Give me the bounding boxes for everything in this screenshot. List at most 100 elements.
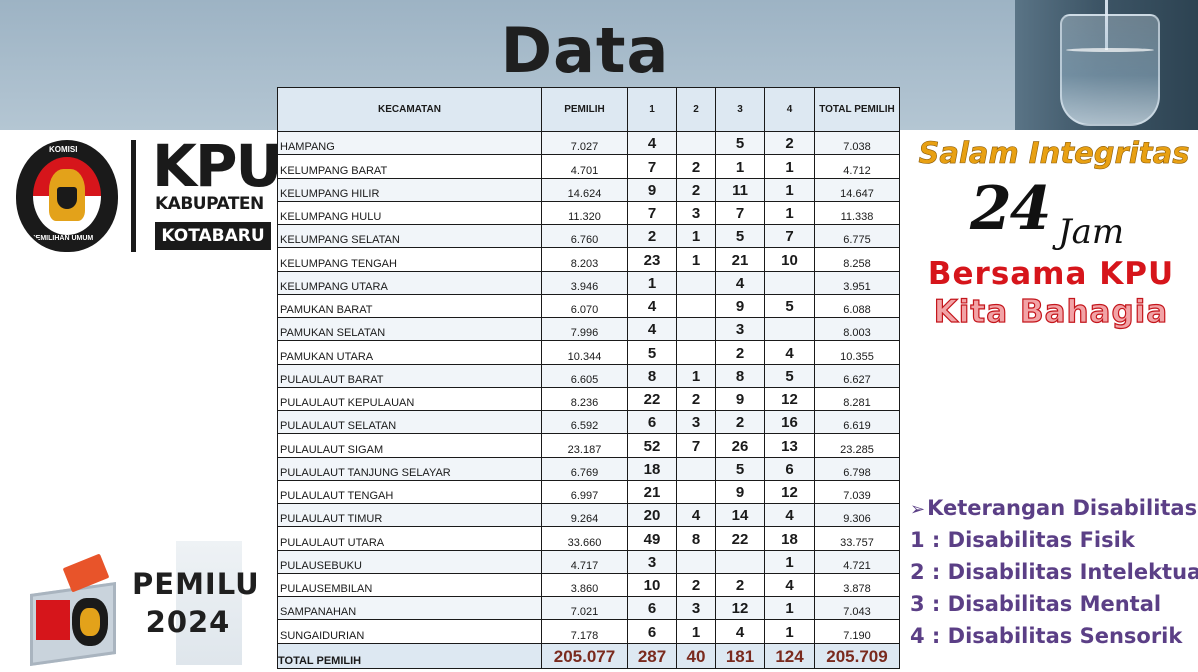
cell-col-4: 16 [764, 409, 815, 435]
disability-legend: ➢Keterangan Disabilitas 1 : Disabilitas … [910, 492, 1198, 652]
table-row: PULAULAUT SELATAN 6.592 6 3 2 16 6.619 [277, 409, 900, 435]
legend-item: 3 : Disabilitas Mental [910, 592, 1162, 616]
cell-pemilih: 33.660 [541, 526, 628, 551]
cell-kecamatan: PULAULAUT SELATAN [277, 409, 542, 435]
cell-col-1: 3 [627, 549, 677, 574]
cell-col-4: 5 [764, 363, 815, 388]
cell-kecamatan: KELUMPANG HULU [277, 200, 542, 226]
cell-col-1: 7 [627, 200, 677, 226]
slogan-bersama-kpu: Bersama KPU [927, 256, 1175, 292]
cell-col-1: 20 [627, 502, 677, 528]
cell-col-3: 26 [715, 433, 765, 458]
cell-kecamatan: KELUMPANG UTARA [277, 270, 542, 295]
cell-kecamatan: HAMPANG [277, 130, 542, 156]
cell-pemilih: 3.860 [541, 572, 628, 598]
emblem-ring-bottom-text: PEMILIHAN UMUM [31, 235, 94, 242]
table-row: PULAULAUT TANJUNG SELAYAR 6.769 18 5 6 6.798 [277, 456, 900, 481]
cell-col-1: 6 [627, 619, 677, 644]
cell-pemilih: 6.997 [541, 479, 628, 505]
cell-total-pemilih: 7.190 [814, 619, 900, 644]
cell-col-4: 1 [764, 549, 815, 574]
cell-pemilih: 9.264 [541, 502, 628, 528]
footer-total: 205.709 [814, 642, 900, 669]
cell-col-3: 14 [715, 502, 765, 528]
legend-heading: ➢Keterangan Disabilitas [910, 492, 1198, 524]
cell-col-4 [764, 316, 815, 342]
cell-total-pemilih: 8.281 [814, 386, 900, 412]
cell-col-4: 18 [764, 526, 815, 551]
cell-col-1: 18 [627, 456, 677, 481]
cell-col-3: 21 [715, 247, 765, 272]
cell-col-2 [676, 340, 716, 365]
header-pemilih: PEMILIH [541, 87, 628, 132]
cell-total-pemilih: 6.798 [814, 456, 900, 481]
cell-pemilih: 7.996 [541, 316, 628, 342]
cell-col-3: 2 [715, 409, 765, 435]
cell-col-4: 12 [764, 479, 815, 505]
shield-icon [57, 187, 77, 209]
cell-kecamatan: PULAULAUT TENGAH [277, 479, 542, 505]
cell-col-2: 2 [676, 386, 716, 412]
cell-total-pemilih: 33.757 [814, 526, 900, 551]
footer-col-2: 40 [676, 642, 716, 669]
logo-divider [131, 140, 136, 252]
cell-col-4: 4 [764, 572, 815, 598]
cell-kecamatan: KELUMPANG SELATAN [277, 223, 542, 249]
table-row: SAMPANAHAN 7.021 6 3 12 1 7.043 [277, 595, 900, 621]
table-row: KELUMPANG TENGAH 8.203 23 1 21 10 8.258 [277, 247, 900, 272]
table-row: PULAULAUT BARAT 6.605 8 1 8 5 6.627 [277, 363, 900, 388]
cell-col-1: 8 [627, 363, 677, 388]
cell-col-2: 1 [676, 363, 716, 388]
cell-col-4: 4 [764, 502, 815, 528]
cell-total-pemilih: 6.627 [814, 363, 900, 388]
cell-total-pemilih: 6.619 [814, 409, 900, 435]
cell-kecamatan: PAMUKAN SELATAN [277, 316, 542, 342]
cell-col-3: 1 [715, 154, 765, 179]
table-row: KELUMPANG UTARA 3.946 1 4 3.951 [277, 270, 900, 295]
disability-data-table: KECAMATAN PEMILIH 1 2 3 4 TOTAL PEMILIH … [277, 87, 900, 669]
cell-col-2: 3 [676, 200, 716, 226]
kpu-emblem-icon: KOMISI PEMILIHAN UMUM [16, 140, 118, 252]
cell-col-1: 4 [627, 130, 677, 156]
cell-col-4: 4 [764, 340, 815, 365]
cell-col-3: 9 [715, 293, 765, 319]
table-row: KELUMPANG SELATAN 6.760 2 1 5 7 6.775 [277, 223, 900, 249]
cell-kecamatan: KELUMPANG TENGAH [277, 247, 542, 272]
cell-col-1: 23 [627, 247, 677, 272]
cell-col-2: 2 [676, 572, 716, 598]
cell-col-2 [676, 130, 716, 156]
cell-total-pemilih: 7.039 [814, 479, 900, 505]
cell-col-1: 21 [627, 479, 677, 505]
header-col-3: 3 [715, 87, 765, 132]
table-row: KELUMPANG HULU 11.320 7 3 7 1 11.338 [277, 200, 900, 226]
cell-pemilih: 4.701 [541, 154, 628, 179]
cell-pemilih: 10.344 [541, 340, 628, 365]
cell-total-pemilih: 9.306 [814, 502, 900, 528]
cell-col-3: 5 [715, 130, 765, 156]
cell-total-pemilih: 3.951 [814, 270, 900, 295]
cell-col-3: 5 [715, 223, 765, 249]
cell-pemilih: 3.946 [541, 270, 628, 295]
cell-pemilih: 8.203 [541, 247, 628, 272]
legend-heading-text: Keterangan Disabilitas [927, 496, 1198, 520]
cell-kecamatan: PULAULAUT UTARA [277, 526, 542, 551]
cell-kecamatan: PAMUKAN UTARA [277, 340, 542, 365]
cell-kecamatan: KELUMPANG BARAT [277, 154, 542, 179]
table-row: KELUMPANG HILIR 14.624 9 2 11 1 14.647 [277, 177, 900, 202]
cell-col-4: 1 [764, 595, 815, 621]
cell-col-3: 4 [715, 619, 765, 644]
pemilu-label: PEMILU [132, 567, 260, 601]
ballot-box-icon [22, 553, 120, 667]
emblem-ring-top-text: KOMISI [49, 145, 78, 154]
cell-col-2: 8 [676, 526, 716, 551]
cell-col-3: 7 [715, 200, 765, 226]
cell-pemilih: 7.021 [541, 595, 628, 621]
cell-pemilih: 6.592 [541, 409, 628, 435]
salam-integritas-text: Salam Integritas [918, 136, 1190, 171]
cell-col-4: 1 [764, 154, 815, 179]
cell-col-4: 7 [764, 223, 815, 249]
cell-col-2: 3 [676, 409, 716, 435]
table-row: HAMPANG 7.027 4 5 2 7.038 [277, 130, 900, 156]
cell-col-3: 2 [715, 340, 765, 365]
footer-col-1: 287 [627, 642, 677, 669]
